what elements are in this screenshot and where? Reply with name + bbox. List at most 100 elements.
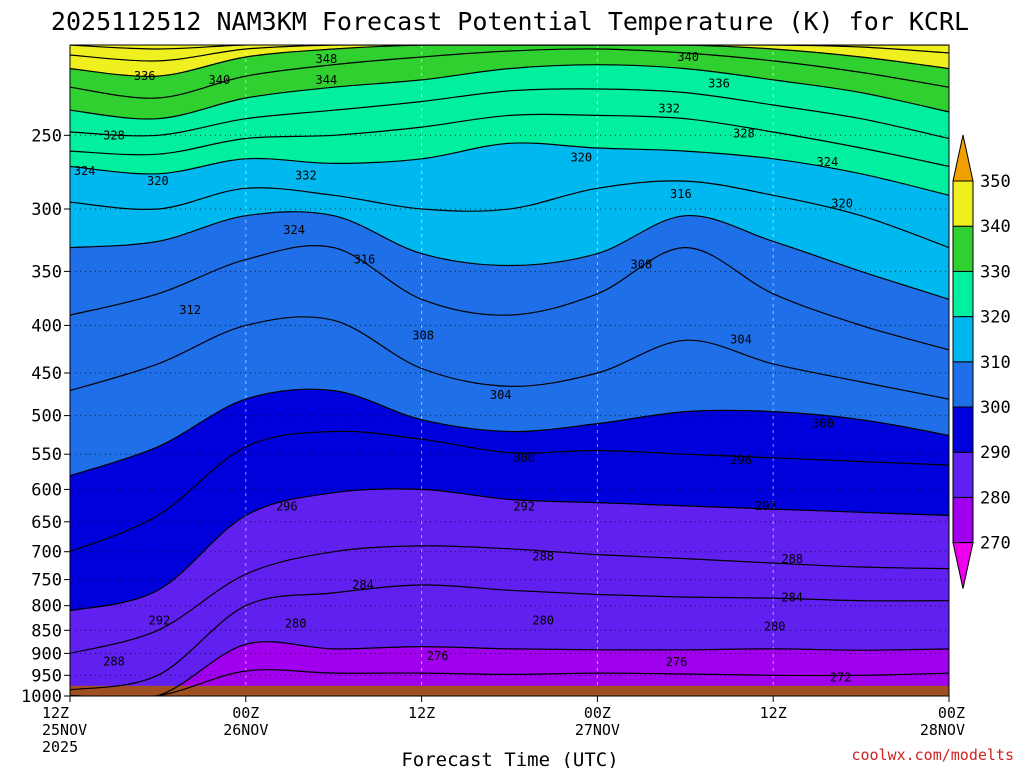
x-tick-label: 00Z — [232, 704, 259, 722]
contour-label: 304 — [730, 332, 752, 346]
contour-label: 276 — [666, 655, 688, 669]
x-tick-label: 12Z — [760, 704, 787, 722]
contour-label: 276 — [427, 649, 449, 663]
isentrope-328 — [70, 88, 949, 140]
plot-frame — [69, 44, 950, 697]
contour-label: 284 — [781, 591, 803, 605]
ground-layer — [70, 685, 949, 697]
contour-label: 308 — [412, 328, 434, 342]
isentrope-316 — [70, 180, 949, 249]
x-tick-label: 12Z — [408, 704, 435, 722]
y-tick-label: 750 — [31, 571, 62, 591]
contour-label: 328 — [733, 127, 755, 141]
isentrope-300 — [70, 388, 949, 477]
y-tick-label: 550 — [31, 445, 62, 465]
isentrope-312 — [70, 211, 949, 300]
y-tick-label: 250 — [31, 126, 62, 146]
contour-label: 320 — [831, 197, 853, 211]
colorbar-segment — [952, 361, 974, 408]
colorbar-segment — [952, 316, 974, 363]
contour-label: 296 — [730, 453, 752, 467]
y-tick-label: 450 — [31, 364, 62, 384]
y-axis: 250 300 350 400 450 500 550 600 650 700 750 800 850 9… — [21, 126, 70, 707]
contour-label: 328 — [103, 128, 125, 142]
y-tick-label: 700 — [31, 543, 62, 563]
isentrope-348 — [70, 45, 949, 50]
y-tick-label: 400 — [31, 316, 62, 336]
contour-label: 280 — [764, 619, 786, 633]
isentrope-292 — [70, 488, 949, 612]
colorbar-tick-label: 340 — [980, 217, 1011, 237]
contour-label: 288 — [103, 654, 125, 668]
y-tick-label: 950 — [31, 666, 62, 686]
y-tick-label: 850 — [31, 621, 62, 641]
colorbar-bottom-arrow — [952, 542, 974, 589]
contour-label: 316 — [670, 187, 692, 201]
contour-label: 304 — [490, 388, 512, 402]
contour-label: 308 — [631, 257, 653, 271]
colorbar-tick-label: 290 — [980, 443, 1011, 463]
y-tick-label: 1000 — [21, 687, 62, 707]
colorbar: 270 280 290 300 310 320 330 340 350 — [952, 134, 1011, 589]
contour-label: 340 — [209, 73, 231, 87]
contour-label: 292 — [149, 614, 171, 628]
isentrope-320 — [70, 142, 949, 196]
isentrope-304 — [70, 316, 949, 400]
colorbar-tick-label: 310 — [980, 353, 1011, 373]
colorbar-segment — [952, 406, 974, 453]
contour-label: 332 — [658, 102, 680, 116]
x-tick-date: 25NOV — [42, 721, 87, 739]
colorbar-segment — [952, 180, 974, 227]
colorbar-segment — [952, 225, 974, 272]
colorbar-tick-label: 280 — [980, 488, 1011, 508]
y-tick-label: 650 — [31, 513, 62, 533]
contour-label: 280 — [532, 614, 554, 628]
contour-label: 344 — [316, 73, 338, 87]
isentrope-layer — [70, 45, 949, 696]
contour-label: 280 — [285, 617, 307, 631]
contour-label: 336 — [708, 77, 730, 91]
y-tick-label: 600 — [31, 480, 62, 500]
contour-label: 320 — [147, 174, 169, 188]
isentrope-284 — [70, 584, 949, 691]
contour-label: 292 — [513, 500, 535, 514]
contour-label: 332 — [295, 168, 317, 182]
credit-text: coolwx.com/modelts — [851, 746, 1014, 764]
x-tick-label: 12Z — [42, 704, 69, 722]
x-tick-year: 2025 — [42, 738, 78, 756]
contour-label: 300 — [513, 451, 535, 465]
contour-label: 324 — [74, 164, 96, 178]
theta-band-336 — [70, 45, 949, 99]
chart-title: 2025112512 NAM3KM Forecast Potential Tem… — [51, 7, 969, 36]
contour-label: 316 — [354, 253, 376, 267]
y-tick-label: 350 — [31, 262, 62, 282]
contour-label: 300 — [812, 417, 834, 431]
colorbar-tick-label: 320 — [980, 308, 1011, 328]
x-tick-label: 00Z — [938, 704, 965, 722]
colorbar-segment — [952, 451, 974, 498]
contour-label: 284 — [352, 578, 374, 592]
colorbar-tick-label: 330 — [980, 262, 1011, 282]
isentrope-324 — [70, 113, 949, 167]
colorbar-top-arrow — [952, 134, 974, 182]
isentrope-288 — [70, 545, 949, 654]
contour-label: 296 — [276, 500, 298, 514]
colorbar-tick-label: 270 — [980, 534, 1011, 554]
x-tick-label: 00Z — [584, 704, 611, 722]
contour-label: 312 — [179, 303, 201, 317]
contour-label: 348 — [316, 52, 338, 66]
y-tick-label: 900 — [31, 644, 62, 664]
y-tick-label: 500 — [31, 407, 62, 427]
colorbar-tick-label: 350 — [980, 172, 1011, 192]
isentrope-332 — [70, 64, 949, 120]
x-tick-date: 27NOV — [575, 721, 620, 739]
contour-label: 320 — [570, 150, 592, 164]
colorbar-tick-label: 300 — [980, 398, 1011, 418]
x-tick-date: 26NOV — [223, 721, 268, 739]
y-tick-label: 300 — [31, 200, 62, 220]
colorbar-segment — [952, 270, 974, 318]
x-tick-date: 28NOV — [920, 721, 965, 739]
contour-label: 288 — [532, 549, 554, 563]
